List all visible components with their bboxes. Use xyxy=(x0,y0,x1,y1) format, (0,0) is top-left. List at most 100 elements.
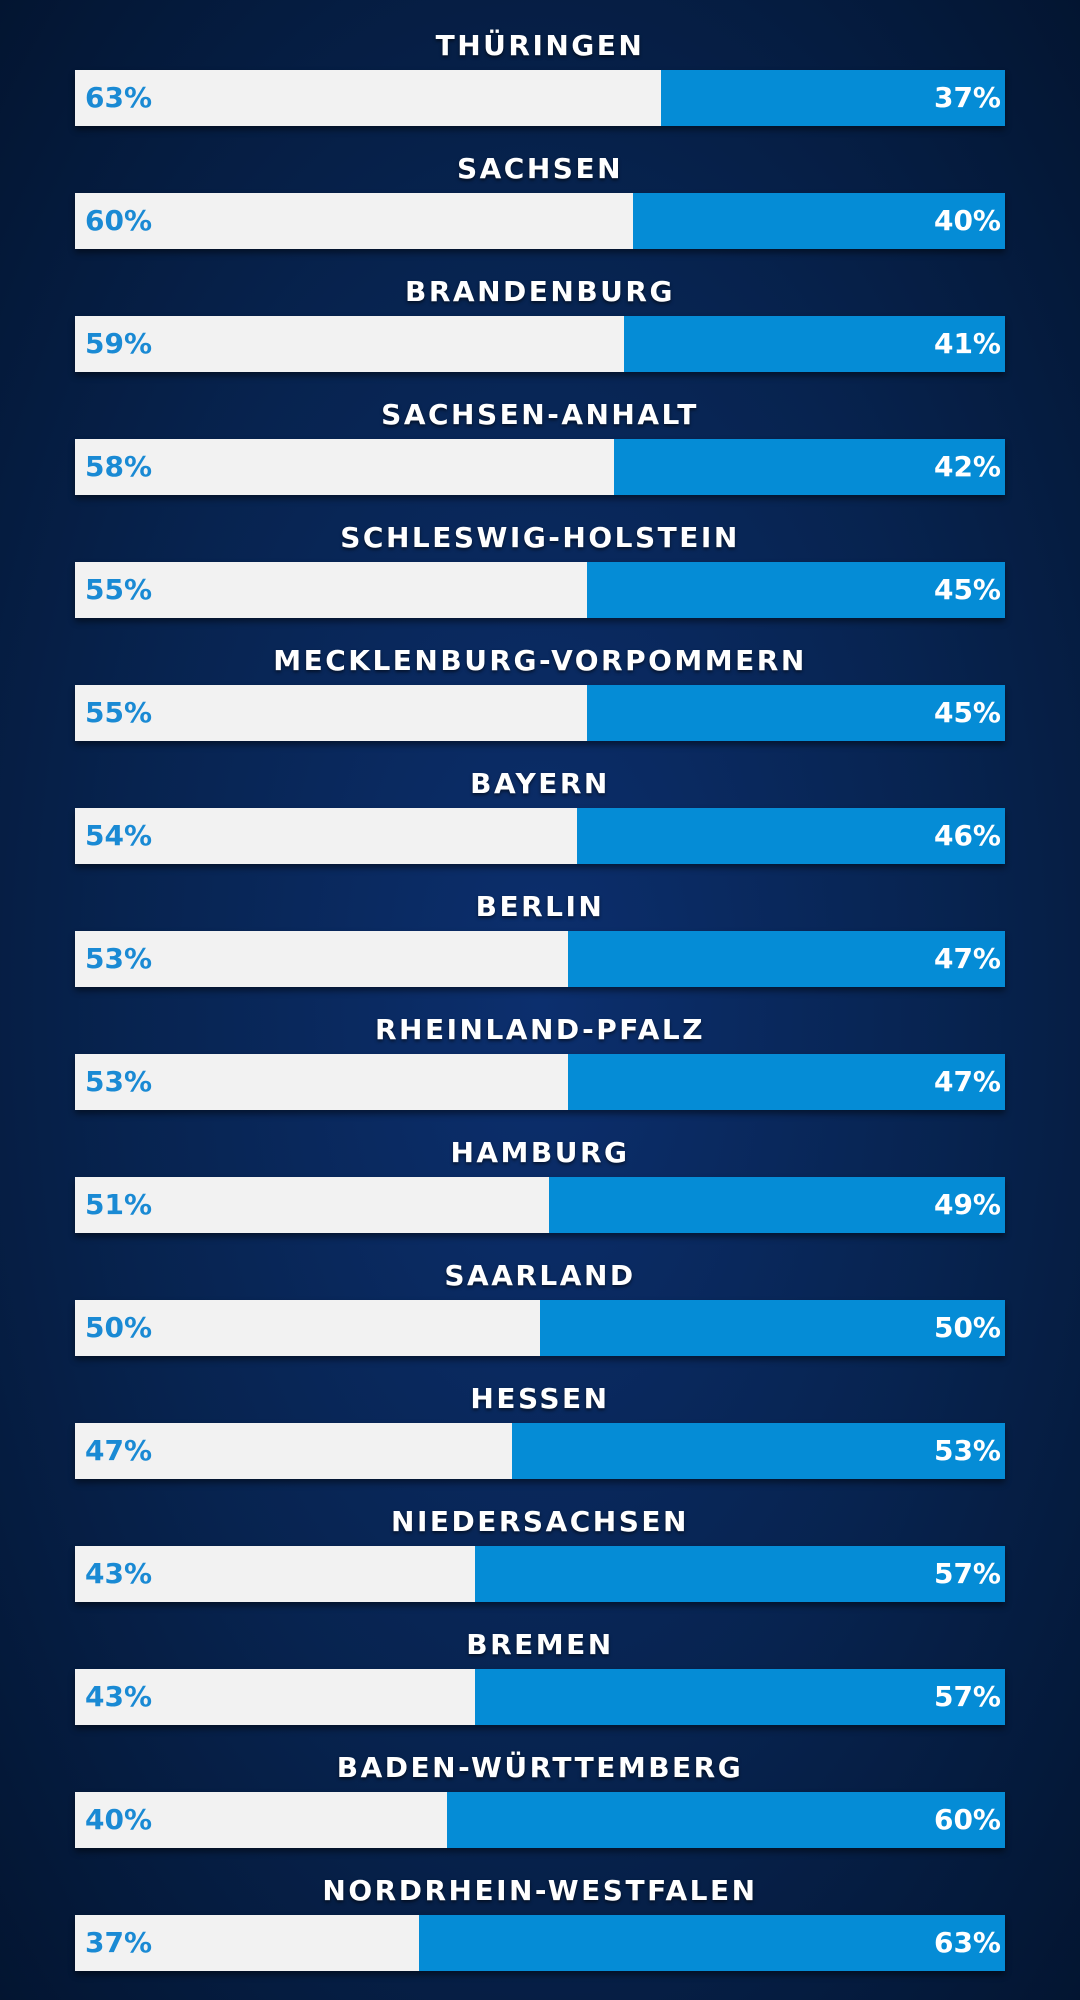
bar-segment-right xyxy=(540,1300,1005,1356)
chart-row: THÜRINGEN 63% 37% xyxy=(0,0,1080,126)
stacked-bar: 55% 45% xyxy=(75,685,1005,741)
stacked-bar: 53% 47% xyxy=(75,931,1005,987)
data-label-left: 53% xyxy=(85,942,153,975)
data-label-right: 47% xyxy=(933,1065,1001,1098)
data-label-left: 55% xyxy=(85,573,153,606)
chart-row: SACHSEN-ANHALT 58% 42% xyxy=(0,369,1080,495)
data-label-right: 45% xyxy=(933,696,1001,729)
category-label: RHEINLAND-PFALZ xyxy=(374,1013,706,1046)
bar-segment-right xyxy=(633,193,1005,249)
data-label-right: 47% xyxy=(933,942,1001,975)
stacked-bar: 43% 57% xyxy=(75,1546,1005,1602)
stacked-bar: 51% 49% xyxy=(75,1177,1005,1233)
stacked-bar: 55% 45% xyxy=(75,562,1005,618)
bar-segment-left xyxy=(75,931,568,987)
stacked-bar: 58% 42% xyxy=(75,439,1005,495)
category-label: SCHLESWIG-HOLSTEIN xyxy=(340,521,740,554)
data-label-right: 41% xyxy=(933,327,1001,360)
data-label-left: 47% xyxy=(85,1434,153,1467)
bar-segment-left xyxy=(75,685,587,741)
bar-segment-left xyxy=(75,193,633,249)
data-label-right: 60% xyxy=(933,1803,1001,1836)
data-label-left: 40% xyxy=(85,1803,153,1836)
bar-segment-right xyxy=(567,1054,1005,1110)
chart-row: SAARLAND 50% 50% xyxy=(0,1230,1080,1356)
bar-segment-left xyxy=(75,562,587,618)
bar-segment-left xyxy=(75,1300,540,1356)
bar-segment-right xyxy=(586,685,1005,741)
bar-segment-right xyxy=(614,439,1005,495)
category-label: SACHSEN xyxy=(456,152,624,185)
bar-segment-right xyxy=(512,1423,1005,1479)
category-label: MECKLENBURG-VORPOMMERN xyxy=(273,644,807,677)
bar-segment-left xyxy=(75,1177,550,1233)
bar-segment-left xyxy=(75,1915,420,1971)
data-label-right: 42% xyxy=(933,450,1001,483)
bar-segment-right xyxy=(567,931,1005,987)
bar-segment-right xyxy=(577,808,1005,864)
category-label: BERLIN xyxy=(475,890,605,923)
bar-segment-left xyxy=(75,316,624,372)
chart-row: SCHLESWIG-HOLSTEIN 55% 45% xyxy=(0,492,1080,618)
data-label-left: 53% xyxy=(85,1065,153,1098)
category-label: HESSEN xyxy=(470,1382,610,1415)
data-label-left: 43% xyxy=(85,1557,153,1590)
data-label-right: 63% xyxy=(933,1926,1001,1959)
bar-segment-right xyxy=(474,1546,1005,1602)
data-label-right: 53% xyxy=(933,1434,1001,1467)
data-label-right: 37% xyxy=(933,81,1001,114)
data-label-left: 59% xyxy=(85,327,153,360)
bar-segment-left xyxy=(75,1423,513,1479)
chart-row: SACHSEN 60% 40% xyxy=(0,123,1080,249)
stacked-bar: 47% 53% xyxy=(75,1423,1005,1479)
chart-row: RHEINLAND-PFALZ 53% 47% xyxy=(0,984,1080,1110)
data-label-right: 57% xyxy=(933,1680,1001,1713)
category-label: SACHSEN-ANHALT xyxy=(381,398,699,431)
data-label-left: 63% xyxy=(85,81,153,114)
bar-segment-right xyxy=(660,70,1005,126)
stacked-bar: 53% 47% xyxy=(75,1054,1005,1110)
chart-row: NIEDERSACHSEN 43% 57% xyxy=(0,1476,1080,1602)
bar-segment-left xyxy=(75,1546,475,1602)
data-label-left: 50% xyxy=(85,1311,153,1344)
chart-row: HAMBURG 51% 49% xyxy=(0,1107,1080,1233)
bar-segment-left xyxy=(75,1792,447,1848)
data-label-right: 40% xyxy=(933,204,1001,237)
chart-row: MECKLENBURG-VORPOMMERN 55% 45% xyxy=(0,615,1080,741)
data-label-right: 50% xyxy=(933,1311,1001,1344)
bar-segment-right xyxy=(623,316,1005,372)
stacked-bar: 37% 63% xyxy=(75,1915,1005,1971)
stacked-bar: 60% 40% xyxy=(75,193,1005,249)
data-label-left: 58% xyxy=(85,450,153,483)
chart-row: BREMEN 43% 57% xyxy=(0,1599,1080,1725)
bar-segment-left xyxy=(75,1054,568,1110)
stacked-bar: 50% 50% xyxy=(75,1300,1005,1356)
bar-segment-left xyxy=(75,808,578,864)
chart-row: BAYERN 54% 46% xyxy=(0,738,1080,864)
category-label: THÜRINGEN xyxy=(435,29,645,62)
data-label-left: 54% xyxy=(85,819,153,852)
chart-row: BERLIN 53% 47% xyxy=(0,861,1080,987)
stacked-bar: 54% 46% xyxy=(75,808,1005,864)
chart-row: BADEN-WÜRTTEMBERG 40% 60% xyxy=(0,1722,1080,1848)
chart-row: BRANDENBURG 59% 41% xyxy=(0,246,1080,372)
data-label-left: 60% xyxy=(85,204,153,237)
category-label: HAMBURG xyxy=(450,1136,630,1169)
category-label: NIEDERSACHSEN xyxy=(391,1505,689,1538)
stacked-bar: 40% 60% xyxy=(75,1792,1005,1848)
bar-segment-right xyxy=(419,1915,1005,1971)
chart-row: HESSEN 47% 53% xyxy=(0,1353,1080,1479)
category-label: BAYERN xyxy=(470,767,610,800)
data-label-left: 43% xyxy=(85,1680,153,1713)
data-label-left: 37% xyxy=(85,1926,153,1959)
category-label: NORDRHEIN-WESTFALEN xyxy=(322,1874,758,1907)
data-label-right: 45% xyxy=(933,573,1001,606)
stacked-bar: 43% 57% xyxy=(75,1669,1005,1725)
bar-segment-left xyxy=(75,70,661,126)
category-label: BREMEN xyxy=(466,1628,614,1661)
chart-row: NORDRHEIN-WESTFALEN 37% 63% xyxy=(0,1845,1080,1971)
data-label-left: 51% xyxy=(85,1188,153,1221)
data-label-right: 49% xyxy=(933,1188,1001,1221)
data-label-right: 46% xyxy=(933,819,1001,852)
